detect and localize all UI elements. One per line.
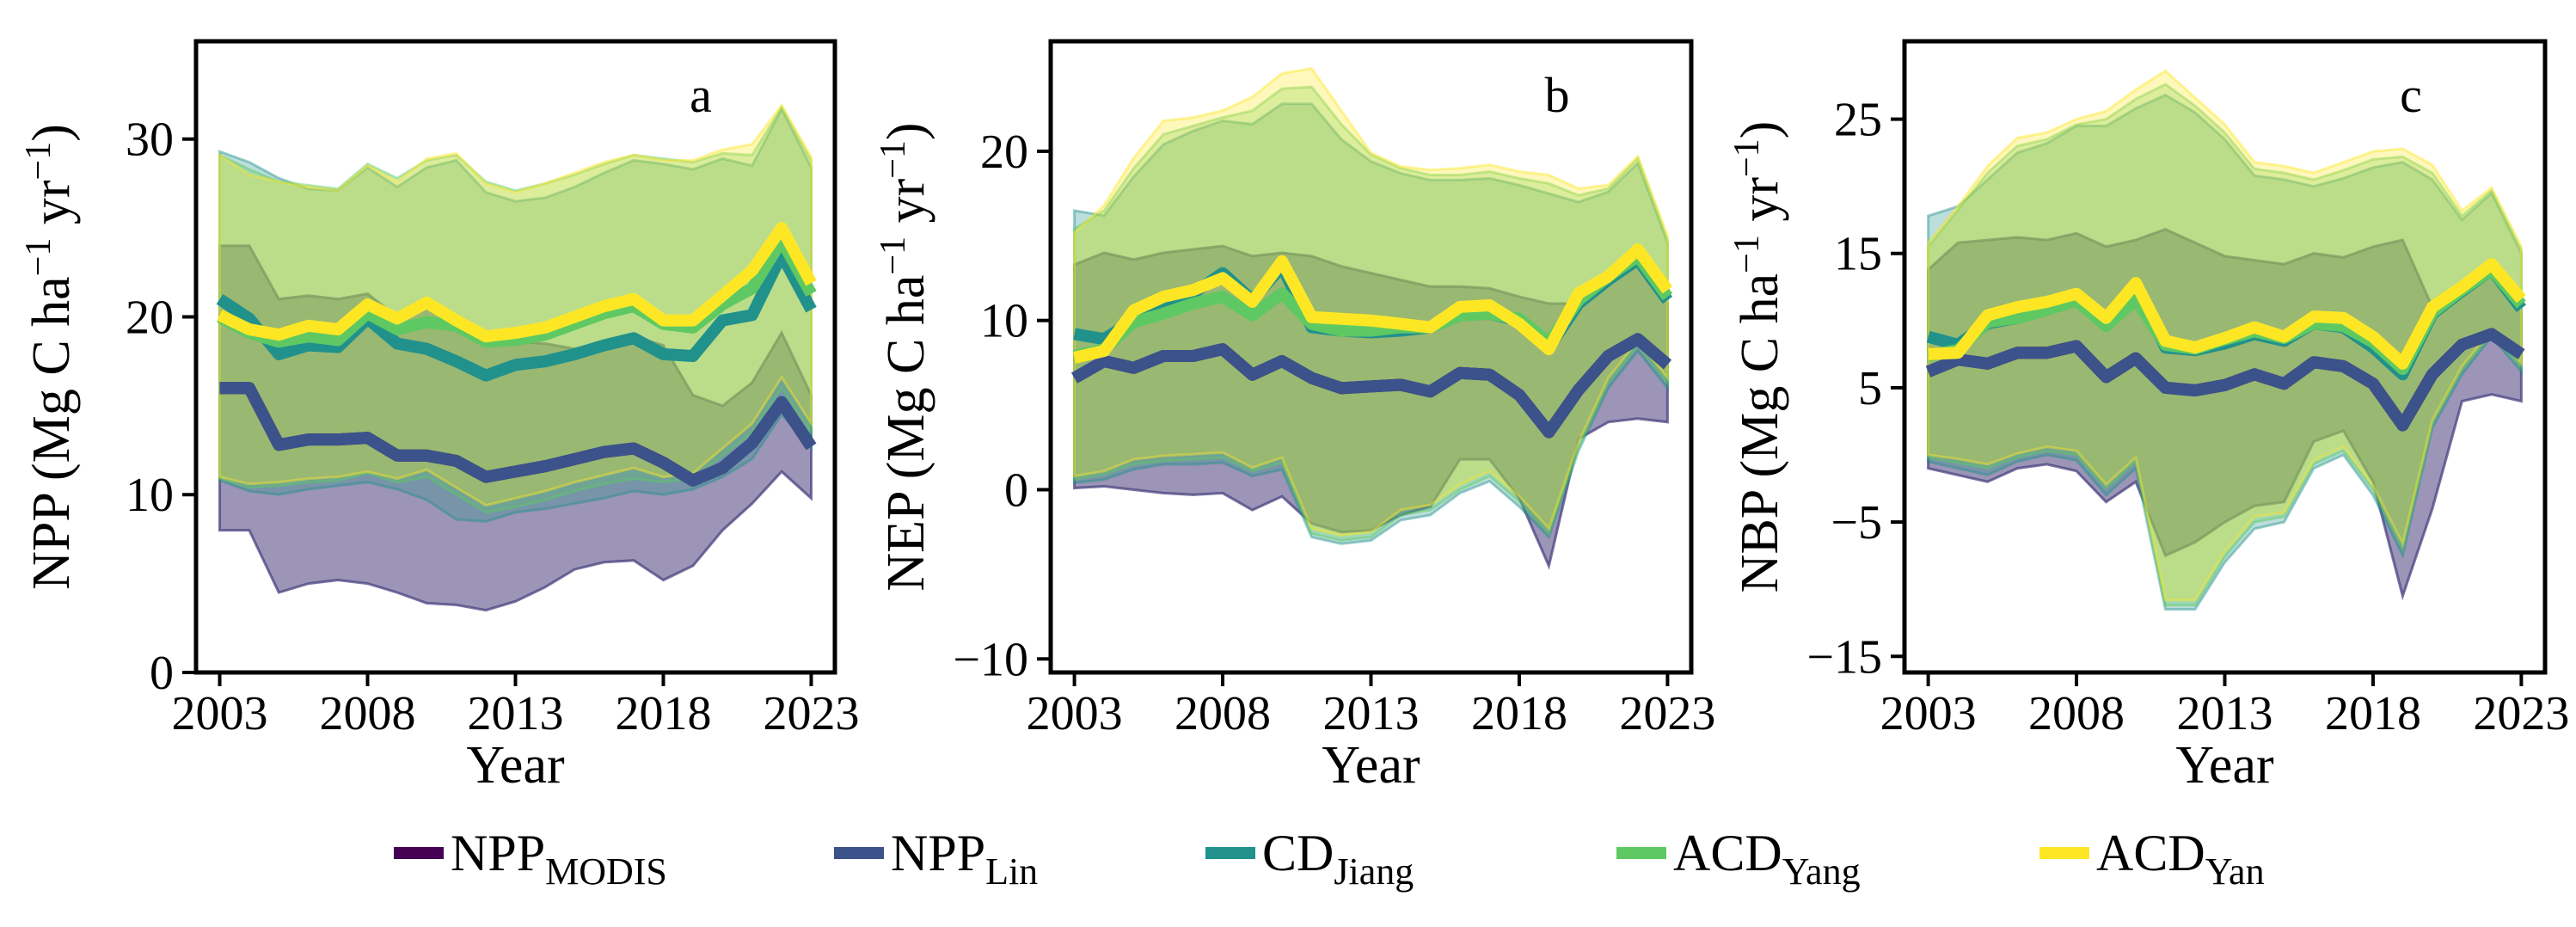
legend-item-npp-modis: NPPMODIS [394, 825, 667, 893]
x-tick-label: 2023 [763, 687, 859, 740]
y-tick-label: 15 [1834, 228, 1882, 281]
panel-a: 2003 2008 2013 2018 2023 0 10 20 30 Year NPP (Mg C… [19, 39, 859, 795]
legend-label: ACDYan [2096, 825, 2265, 893]
line-npp-lin-b [1071, 333, 1671, 439]
panel-b: 2003 2008 2013 2018 2023 −10 0 10 20 Year NEP (Mg … [874, 39, 1715, 795]
legend-item-cd-jiang: CDJiang [1205, 825, 1414, 893]
legend-label: CDJiang [1262, 825, 1414, 893]
y-tick-label: 0 [150, 647, 174, 700]
line-acd-yang-a [217, 234, 817, 348]
x-tick-label: 2023 [1619, 687, 1715, 740]
x-axis-label: Year [466, 736, 565, 795]
line-acd-yan-b [1073, 243, 1673, 364]
x-tick-label: 2023 [2473, 687, 2569, 740]
y-tick-label: −5 [1831, 496, 1882, 549]
y-axis-label: NEP (Mg C ha−1 yr−1) [874, 122, 935, 591]
band-acd-yan-a [218, 102, 813, 507]
y-tick-label: 5 [1858, 362, 1882, 415]
legend-item-npp-lin: NPPLin [834, 825, 1038, 893]
y-tick-label: −15 [1806, 630, 1882, 684]
panel-letter: a [690, 67, 712, 123]
legend-label: NPPMODIS [451, 825, 667, 893]
y-axis-label: NBP (Mg C ha−1 yr−1) [1727, 121, 1789, 593]
y-tick-label: 10 [980, 295, 1028, 348]
band-cd-jiang-c [1927, 93, 2523, 611]
x-tick-label: 2008 [2028, 687, 2125, 740]
legend: NPPMODIS NPPLin CDJiang ACDYang ACDYan [394, 825, 2265, 893]
x-tick-label: 2018 [615, 687, 711, 740]
band-acd-yang-b [1073, 85, 1669, 543]
y-tick-label: 20 [126, 291, 174, 344]
line-npp-lin-c [1925, 328, 2525, 432]
band-npp-modis-c [1927, 227, 2523, 601]
x-axis-label: Year [2175, 736, 2274, 795]
y-tick-label: 20 [980, 126, 1028, 179]
y-axis-label: NPP (Mg C ha−1 yr−1) [19, 124, 81, 590]
band-cd-jiang-a [218, 106, 813, 523]
line-acd-yan-c [1928, 258, 2526, 370]
x-tick-label: 2003 [1880, 687, 1977, 740]
legend-label: NPPLin [891, 825, 1038, 893]
y-tick-label: 30 [126, 114, 174, 167]
panel-c: 2003 2008 2013 2018 2023 −15 −5 5 15 25 Year NBP (M… [1727, 39, 2569, 795]
legend-item-acd-yan: ACDYan [2039, 825, 2265, 893]
line-cd-jiang-a [216, 249, 817, 382]
x-tick-label: 2008 [1175, 687, 1271, 740]
panel-letter: c [2400, 67, 2422, 123]
panel-letter: b [1545, 67, 1570, 123]
line-acd-yan-a [217, 222, 817, 343]
y-tick-label: 0 [1004, 463, 1028, 517]
band-acd-yan-b [1073, 66, 1669, 537]
x-tick-label: 2008 [320, 687, 416, 740]
x-axis-label: Year [1322, 736, 1420, 795]
x-tick-label: 2018 [1471, 687, 1567, 740]
y-tick-label: −10 [953, 633, 1028, 686]
y-tick-label: 10 [126, 469, 174, 522]
x-tick-label: 2013 [2177, 687, 2273, 740]
x-tick-label: 2013 [1323, 687, 1420, 740]
x-tick-label: 2013 [468, 687, 564, 740]
x-tick-label: 2003 [172, 687, 268, 740]
band-acd-yang-a [218, 104, 813, 514]
legend-label: ACDYang [1673, 825, 1861, 893]
band-npp-lin-c [1927, 227, 2523, 601]
line-npp-lin-a [219, 382, 817, 487]
y-tick-label: 25 [1834, 94, 1882, 147]
x-tick-label: 2003 [1027, 687, 1123, 740]
legend-item-acd-yang: ACDYang [1616, 825, 1861, 893]
x-tick-label: 2018 [2325, 687, 2421, 740]
